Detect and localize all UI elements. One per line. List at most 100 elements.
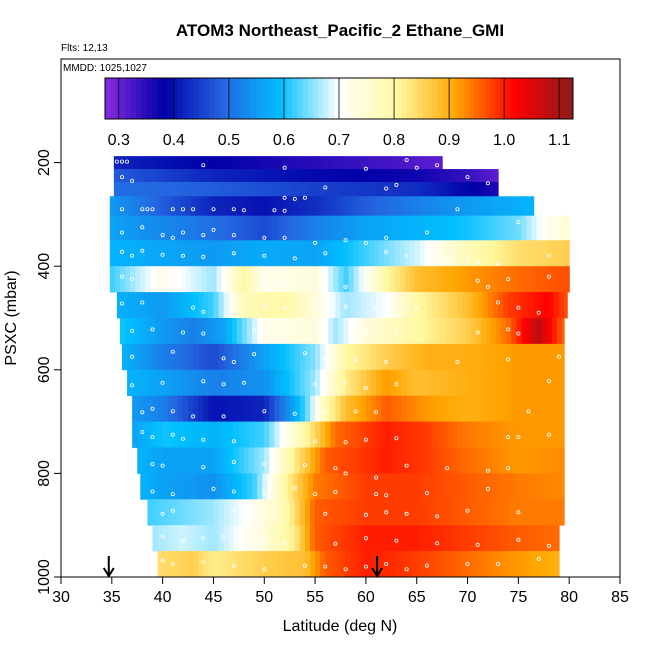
heatmap-cell: [251, 169, 257, 183]
heatmap-cell: [335, 369, 342, 397]
heatmap-cell: [526, 196, 533, 217]
heatmap-cell: [157, 551, 164, 577]
heatmap-cell: [254, 447, 260, 474]
heatmap-cell: [394, 318, 401, 345]
heatmap-cell: [465, 473, 472, 500]
heatmap-cell: [379, 196, 385, 217]
flight-point: [282, 235, 287, 240]
heatmap-cell: [277, 240, 284, 267]
flight-point: [252, 352, 257, 357]
heatmap-cell: [396, 369, 403, 397]
flight-point: [160, 463, 165, 468]
heatmap-cell: [155, 266, 162, 293]
heatmap-cell: [256, 182, 262, 197]
heatmap-cell: [531, 318, 538, 345]
heatmap-cell: [513, 395, 519, 422]
heatmap-cell: [501, 473, 507, 500]
heatmap-cell: [526, 215, 533, 241]
heatmap-cell: [320, 369, 326, 397]
heatmap-cell: [320, 421, 326, 448]
heatmap-cell: [198, 369, 204, 397]
heatmap-cell: [150, 266, 157, 293]
heatmap-cell: [317, 182, 323, 197]
heatmap-cell: [118, 182, 125, 197]
heatmap-cell: [454, 182, 461, 197]
heatmap-cell: [498, 499, 504, 526]
heatmap-cell: [325, 395, 331, 422]
heatmap-cell: [516, 215, 523, 241]
heatmap-cell: [501, 240, 507, 267]
flight-point: [282, 280, 287, 285]
heatmap-cell: [528, 369, 535, 397]
heatmap-cell: [386, 551, 392, 577]
heatmap-cell: [426, 525, 433, 552]
heatmap-cell: [157, 395, 164, 422]
heatmap-cell: [445, 266, 451, 293]
heatmap-cell: [208, 525, 215, 552]
flight-point: [180, 538, 185, 543]
heatmap-cell: [428, 182, 435, 197]
flight-point: [465, 562, 470, 567]
heatmap-cell: [367, 156, 374, 170]
flight-point: [374, 305, 379, 310]
heatmap-cell: [423, 156, 430, 170]
heatmap-cell: [180, 196, 187, 217]
flight-point: [201, 233, 206, 238]
heatmap-cell: [186, 473, 192, 500]
heatmap-cell: [198, 447, 204, 474]
heatmap-cell: [245, 169, 252, 183]
heatmap-cell: [487, 551, 494, 577]
colorbar-swatch: [229, 78, 236, 119]
heatmap-cell: [376, 421, 382, 448]
heatmap-cell: [403, 156, 410, 170]
heatmap-cell: [357, 156, 364, 170]
heatmap-cell: [470, 240, 477, 267]
heatmap-cell: [177, 395, 184, 422]
flight-point: [201, 379, 206, 384]
heatmap-cell: [376, 551, 382, 577]
heatmap-cell: [267, 215, 273, 241]
heatmap-cell: [238, 369, 245, 397]
heatmap-cell: [241, 473, 248, 500]
colorbar-tick-label: 1.1: [548, 132, 570, 149]
heatmap-cell: [302, 266, 309, 293]
heatmap-cell: [114, 240, 121, 267]
colorbar-swatch: [146, 78, 153, 119]
heatmap-cell: [302, 215, 309, 241]
heatmap-cell: [221, 266, 228, 293]
heatmap-cell: [198, 395, 204, 422]
heatmap-cell: [496, 473, 502, 500]
heatmap-cell: [304, 525, 311, 552]
heatmap-cell: [297, 473, 304, 500]
heatmap-cell: [302, 240, 309, 267]
heatmap-cell: [195, 169, 201, 183]
heatmap-cell: [338, 240, 345, 267]
heatmap-cell: [313, 196, 319, 217]
heatmap-cell: [485, 215, 492, 241]
heatmap-cell: [145, 215, 152, 241]
heatmap-cell: [238, 421, 245, 448]
heatmap-cell: [523, 395, 530, 422]
heatmap-cell: [157, 499, 164, 526]
heatmap-cell: [548, 292, 555, 319]
flight-point: [404, 157, 409, 162]
heatmap-cell: [318, 473, 324, 500]
flight-point: [262, 235, 267, 240]
colorbar-swatch: [396, 78, 402, 119]
heatmap-cell: [567, 240, 570, 267]
heatmap-cell: [144, 182, 151, 197]
heatmap-cell: [233, 551, 240, 577]
heatmap-cell: [167, 292, 174, 319]
heatmap-cell: [492, 447, 499, 474]
heatmap-cell: [325, 551, 331, 577]
heatmap-cell: [345, 447, 352, 474]
heatmap-cell: [421, 551, 428, 577]
heatmap-cell: [301, 156, 308, 170]
heatmap-cell: [452, 525, 458, 552]
heatmap-cell: [203, 499, 209, 526]
heatmap-cell: [231, 240, 238, 267]
heatmap-cell: [368, 318, 375, 345]
heatmap-cell: [559, 499, 565, 526]
heatmap-cell: [528, 499, 535, 526]
flight-point: [516, 435, 521, 440]
